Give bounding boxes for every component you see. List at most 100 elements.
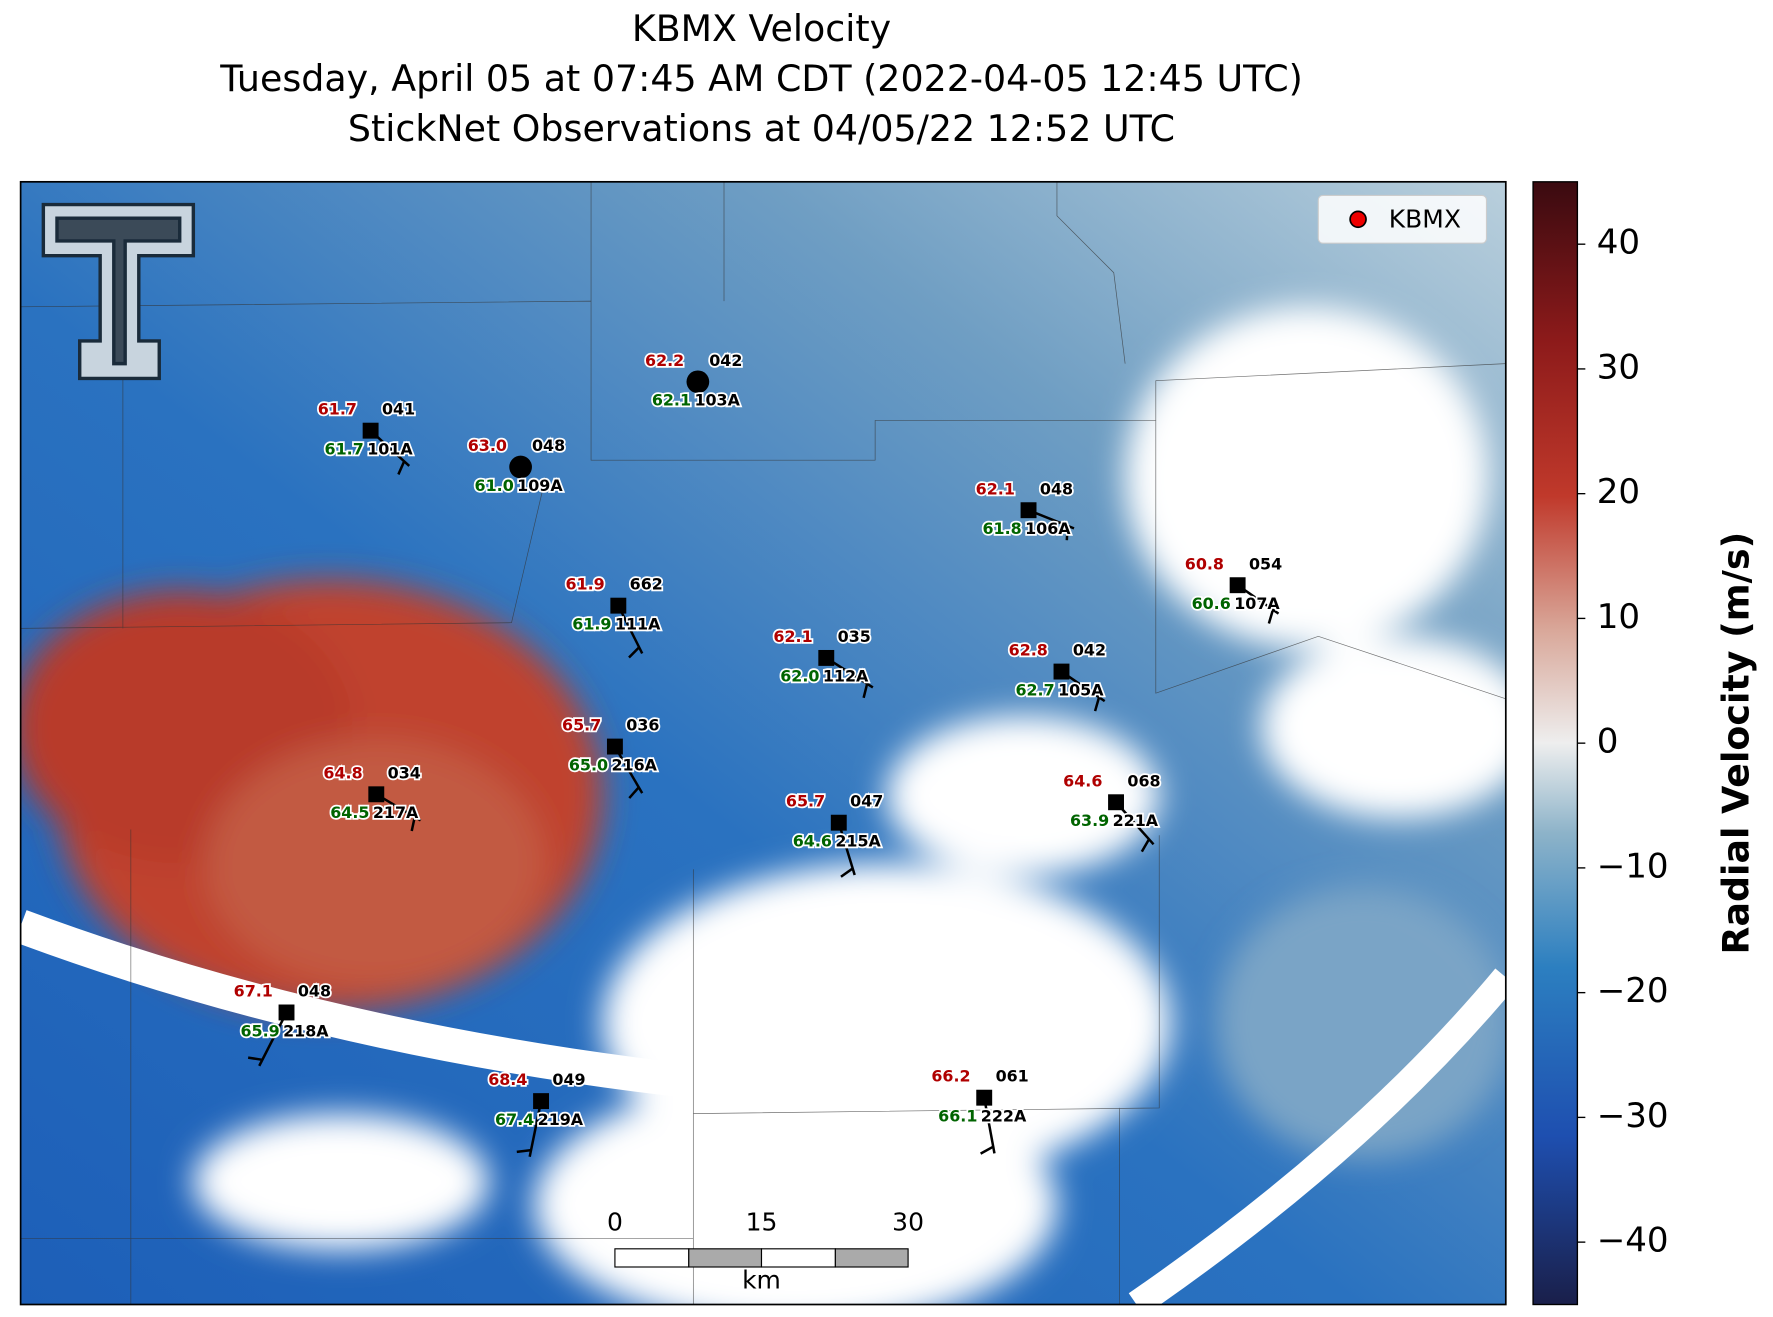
temperature: 61.9 bbox=[565, 575, 604, 594]
scale-tick: 0 bbox=[607, 1208, 623, 1237]
station-code: 047 bbox=[850, 792, 883, 811]
colorbar-tick-label: −40 bbox=[1597, 1221, 1669, 1261]
station-id: 106A bbox=[1025, 519, 1071, 538]
station-code: 049 bbox=[552, 1070, 585, 1089]
temperature: 67.1 bbox=[234, 982, 273, 1001]
temperature: 65.7 bbox=[562, 716, 601, 735]
dewpoint: 65.9 bbox=[240, 1021, 279, 1040]
station-code: 048 bbox=[1040, 479, 1073, 498]
station-id: 107A bbox=[1234, 594, 1280, 613]
title-line: KBMX Velocity bbox=[632, 7, 891, 50]
wind-barb bbox=[528, 1100, 543, 1158]
temperature: 62.8 bbox=[1009, 641, 1048, 660]
station-id: 219A bbox=[538, 1110, 584, 1129]
legend-label: KBMX bbox=[1389, 204, 1461, 233]
dewpoint: 62.0 bbox=[780, 667, 819, 686]
temperature: 61.7 bbox=[318, 400, 357, 419]
station-marker bbox=[1108, 794, 1124, 811]
temperature: 60.8 bbox=[1185, 554, 1224, 573]
station-code: 061 bbox=[996, 1067, 1029, 1086]
station-marker bbox=[362, 422, 379, 439]
station-marker bbox=[686, 370, 710, 394]
station-code: 042 bbox=[1073, 641, 1106, 660]
station-marker bbox=[1020, 502, 1037, 519]
station-code: 042 bbox=[709, 351, 742, 370]
station-marker bbox=[976, 1089, 993, 1106]
wind-barb-flag bbox=[1065, 525, 1069, 541]
wind-barb bbox=[837, 822, 856, 876]
colorbar-label: Radial Velocity (m/s) bbox=[1715, 532, 1758, 955]
scale-tick: 15 bbox=[746, 1208, 778, 1237]
colorbar-tick-label: −30 bbox=[1597, 1096, 1669, 1136]
dewpoint: 65.0 bbox=[569, 755, 608, 774]
wind-barb-flag bbox=[1140, 838, 1151, 853]
colorbar-tick-label: −20 bbox=[1597, 971, 1669, 1011]
wind-barb-flag bbox=[862, 683, 869, 699]
station-id: 216A bbox=[612, 755, 658, 774]
temperature: 66.2 bbox=[931, 1067, 970, 1086]
station-id: 217A bbox=[373, 803, 419, 822]
dewpoint: 62.1 bbox=[652, 391, 691, 410]
station-id: 103A bbox=[694, 391, 740, 410]
dewpoint: 64.5 bbox=[330, 803, 369, 822]
colorbar-tick-label: 30 bbox=[1597, 347, 1640, 387]
dewpoint: 62.7 bbox=[1015, 680, 1054, 699]
station-id: 221A bbox=[1113, 811, 1159, 830]
station-code: 041 bbox=[382, 400, 415, 419]
station-marker bbox=[278, 1004, 295, 1021]
temperature: 64.6 bbox=[1063, 771, 1102, 790]
wind-barb bbox=[258, 1011, 288, 1067]
wind-barb-flag bbox=[840, 867, 854, 878]
station-id: 222A bbox=[981, 1107, 1027, 1126]
station-marker bbox=[368, 786, 385, 803]
station-code: 662 bbox=[630, 575, 663, 594]
colorbar-tick-label: 20 bbox=[1597, 472, 1640, 512]
radar-field bbox=[20, 181, 1506, 1305]
station-code: 068 bbox=[1127, 771, 1160, 790]
wind-barb-flag bbox=[1093, 696, 1101, 712]
station-marker bbox=[1053, 663, 1070, 680]
dewpoint: 61.7 bbox=[325, 439, 364, 458]
station-id: 101A bbox=[367, 439, 413, 458]
temperature: 62.1 bbox=[773, 627, 812, 646]
dewpoint: 67.4 bbox=[495, 1110, 534, 1129]
logo bbox=[41, 202, 196, 381]
colorbar: Radial Velocity (m/s) −40 −30 −20 −10 0 10 20 3… bbox=[1532, 181, 1758, 1306]
station-marker bbox=[818, 649, 835, 666]
station-marker bbox=[1229, 577, 1246, 594]
wind-barb-flag bbox=[628, 646, 641, 659]
temperature: 63.0 bbox=[468, 436, 507, 455]
dewpoint: 63.9 bbox=[1070, 811, 1109, 830]
dewpoint: 66.1 bbox=[938, 1107, 977, 1126]
station-code: 035 bbox=[838, 627, 871, 646]
station-id: 112A bbox=[823, 667, 869, 686]
dewpoint: 64.6 bbox=[793, 832, 832, 851]
station-marker bbox=[533, 1093, 550, 1110]
dewpoint: 61.9 bbox=[572, 614, 611, 633]
wind-barb-flag bbox=[247, 1056, 263, 1062]
colorbar-tick-label: 0 bbox=[1597, 722, 1619, 762]
scale-tick: 30 bbox=[892, 1208, 924, 1237]
temperature: 62.1 bbox=[976, 479, 1015, 498]
station-code: 054 bbox=[1249, 554, 1282, 573]
wind-barb-flag bbox=[980, 1145, 994, 1155]
station-marker bbox=[830, 814, 847, 831]
station-id: 105A bbox=[1058, 680, 1104, 699]
wind-barb bbox=[982, 1097, 996, 1154]
station-code: 048 bbox=[532, 436, 565, 455]
station-id: 109A bbox=[517, 476, 563, 495]
wind-barb-flag bbox=[1267, 609, 1275, 624]
station-id: 215A bbox=[835, 832, 881, 851]
temperature: 68.4 bbox=[488, 1070, 527, 1089]
wind-barb-flag bbox=[410, 816, 416, 832]
station-id: 218A bbox=[283, 1021, 329, 1040]
station-marker bbox=[509, 455, 532, 479]
colorbar-tick-label: 10 bbox=[1597, 597, 1640, 637]
map-frame bbox=[19, 180, 1507, 1306]
scale-bar: 0 15 30 km bbox=[607, 1208, 924, 1295]
title-line: Tuesday, April 05 at 07:45 AM CDT (2022-… bbox=[219, 57, 1303, 100]
station-marker bbox=[606, 738, 623, 755]
wind-barb-flag bbox=[516, 1148, 532, 1154]
